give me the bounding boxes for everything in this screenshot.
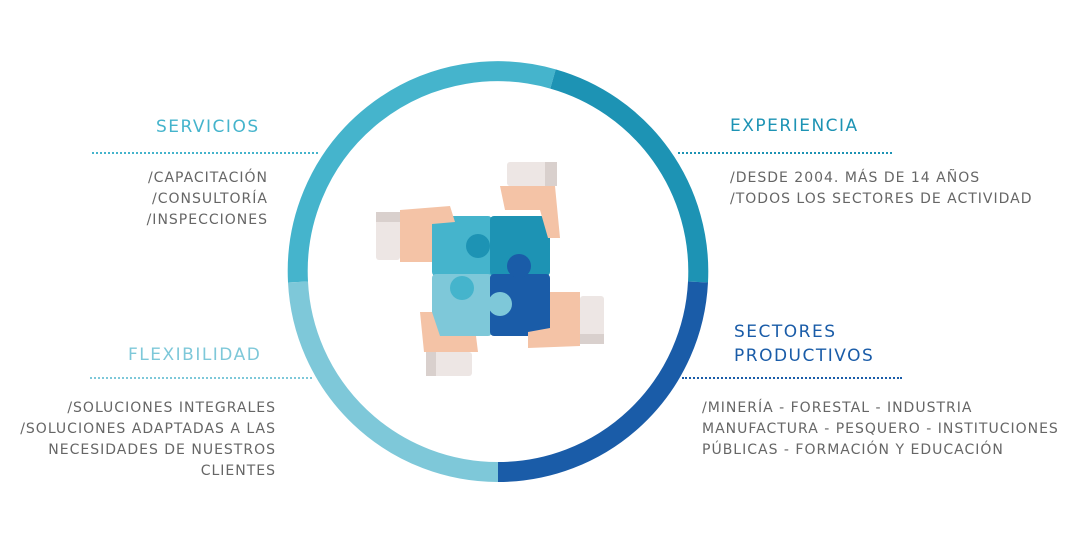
- servicios-line: /CAPACITACIÓN: [147, 170, 268, 186]
- ring-segment-experiencia: [550, 69, 709, 283]
- sectores-line: /MINERÍA - FORESTAL - INDUSTRIA: [702, 400, 973, 416]
- servicios-divider: [92, 152, 318, 154]
- servicios-line: /CONSULTORÍA: [152, 191, 268, 207]
- puzzle-hands-icon: [376, 162, 604, 376]
- servicios-title: SERVICIOS: [156, 117, 260, 137]
- sectores-title-line: SECTORES: [734, 322, 837, 342]
- experiencia-line: /DESDE 2004. MÁS DE 14 AÑOS: [730, 170, 981, 186]
- experiencia-divider: [678, 152, 892, 154]
- sectores-title: SECTORES PRODUCTIVOS: [734, 320, 874, 368]
- servicios-list: /CAPACITACIÓN /CONSULTORÍA /INSPECCIONES: [100, 168, 268, 231]
- sectores-line: MANUFACTURA - PESQUERO - INSTITUCIONES: [702, 421, 1059, 437]
- ring-segment-flexibilidad: [288, 281, 499, 483]
- experiencia-title: EXPERIENCIA: [730, 116, 859, 136]
- flexibilidad-line: NECESIDADES DE NUESTROS: [48, 442, 276, 458]
- ring-segment-sectores: [497, 281, 708, 483]
- flexibilidad-line: /SOLUCIONES INTEGRALES: [67, 400, 276, 416]
- sectores-divider: [682, 377, 902, 379]
- experiencia-line: /TODOS LOS SECTORES DE ACTIVIDAD: [730, 191, 1033, 207]
- servicios-line: /INSPECCIONES: [146, 212, 268, 228]
- flexibilidad-list: /SOLUCIONES INTEGRALES /SOLUCIONES ADAPT…: [20, 398, 276, 482]
- flexibilidad-line: /SOLUCIONES ADAPTADAS A LAS: [20, 421, 276, 437]
- sectores-line: PÚBLICAS - FORMACIÓN Y EDUCACIÓN: [702, 442, 1004, 458]
- sectores-title-line: PRODUCTIVOS: [734, 346, 875, 366]
- sectores-list: /MINERÍA - FORESTAL - INDUSTRIA MANUFACT…: [702, 398, 1059, 461]
- flexibilidad-divider: [90, 377, 312, 379]
- flexibilidad-line: CLIENTES: [200, 463, 276, 479]
- flexibilidad-title: FLEXIBILIDAD: [128, 345, 262, 365]
- experiencia-list: /DESDE 2004. MÁS DE 14 AÑOS /TODOS LOS S…: [730, 168, 1033, 210]
- ring-segment-servicios: [287, 61, 556, 283]
